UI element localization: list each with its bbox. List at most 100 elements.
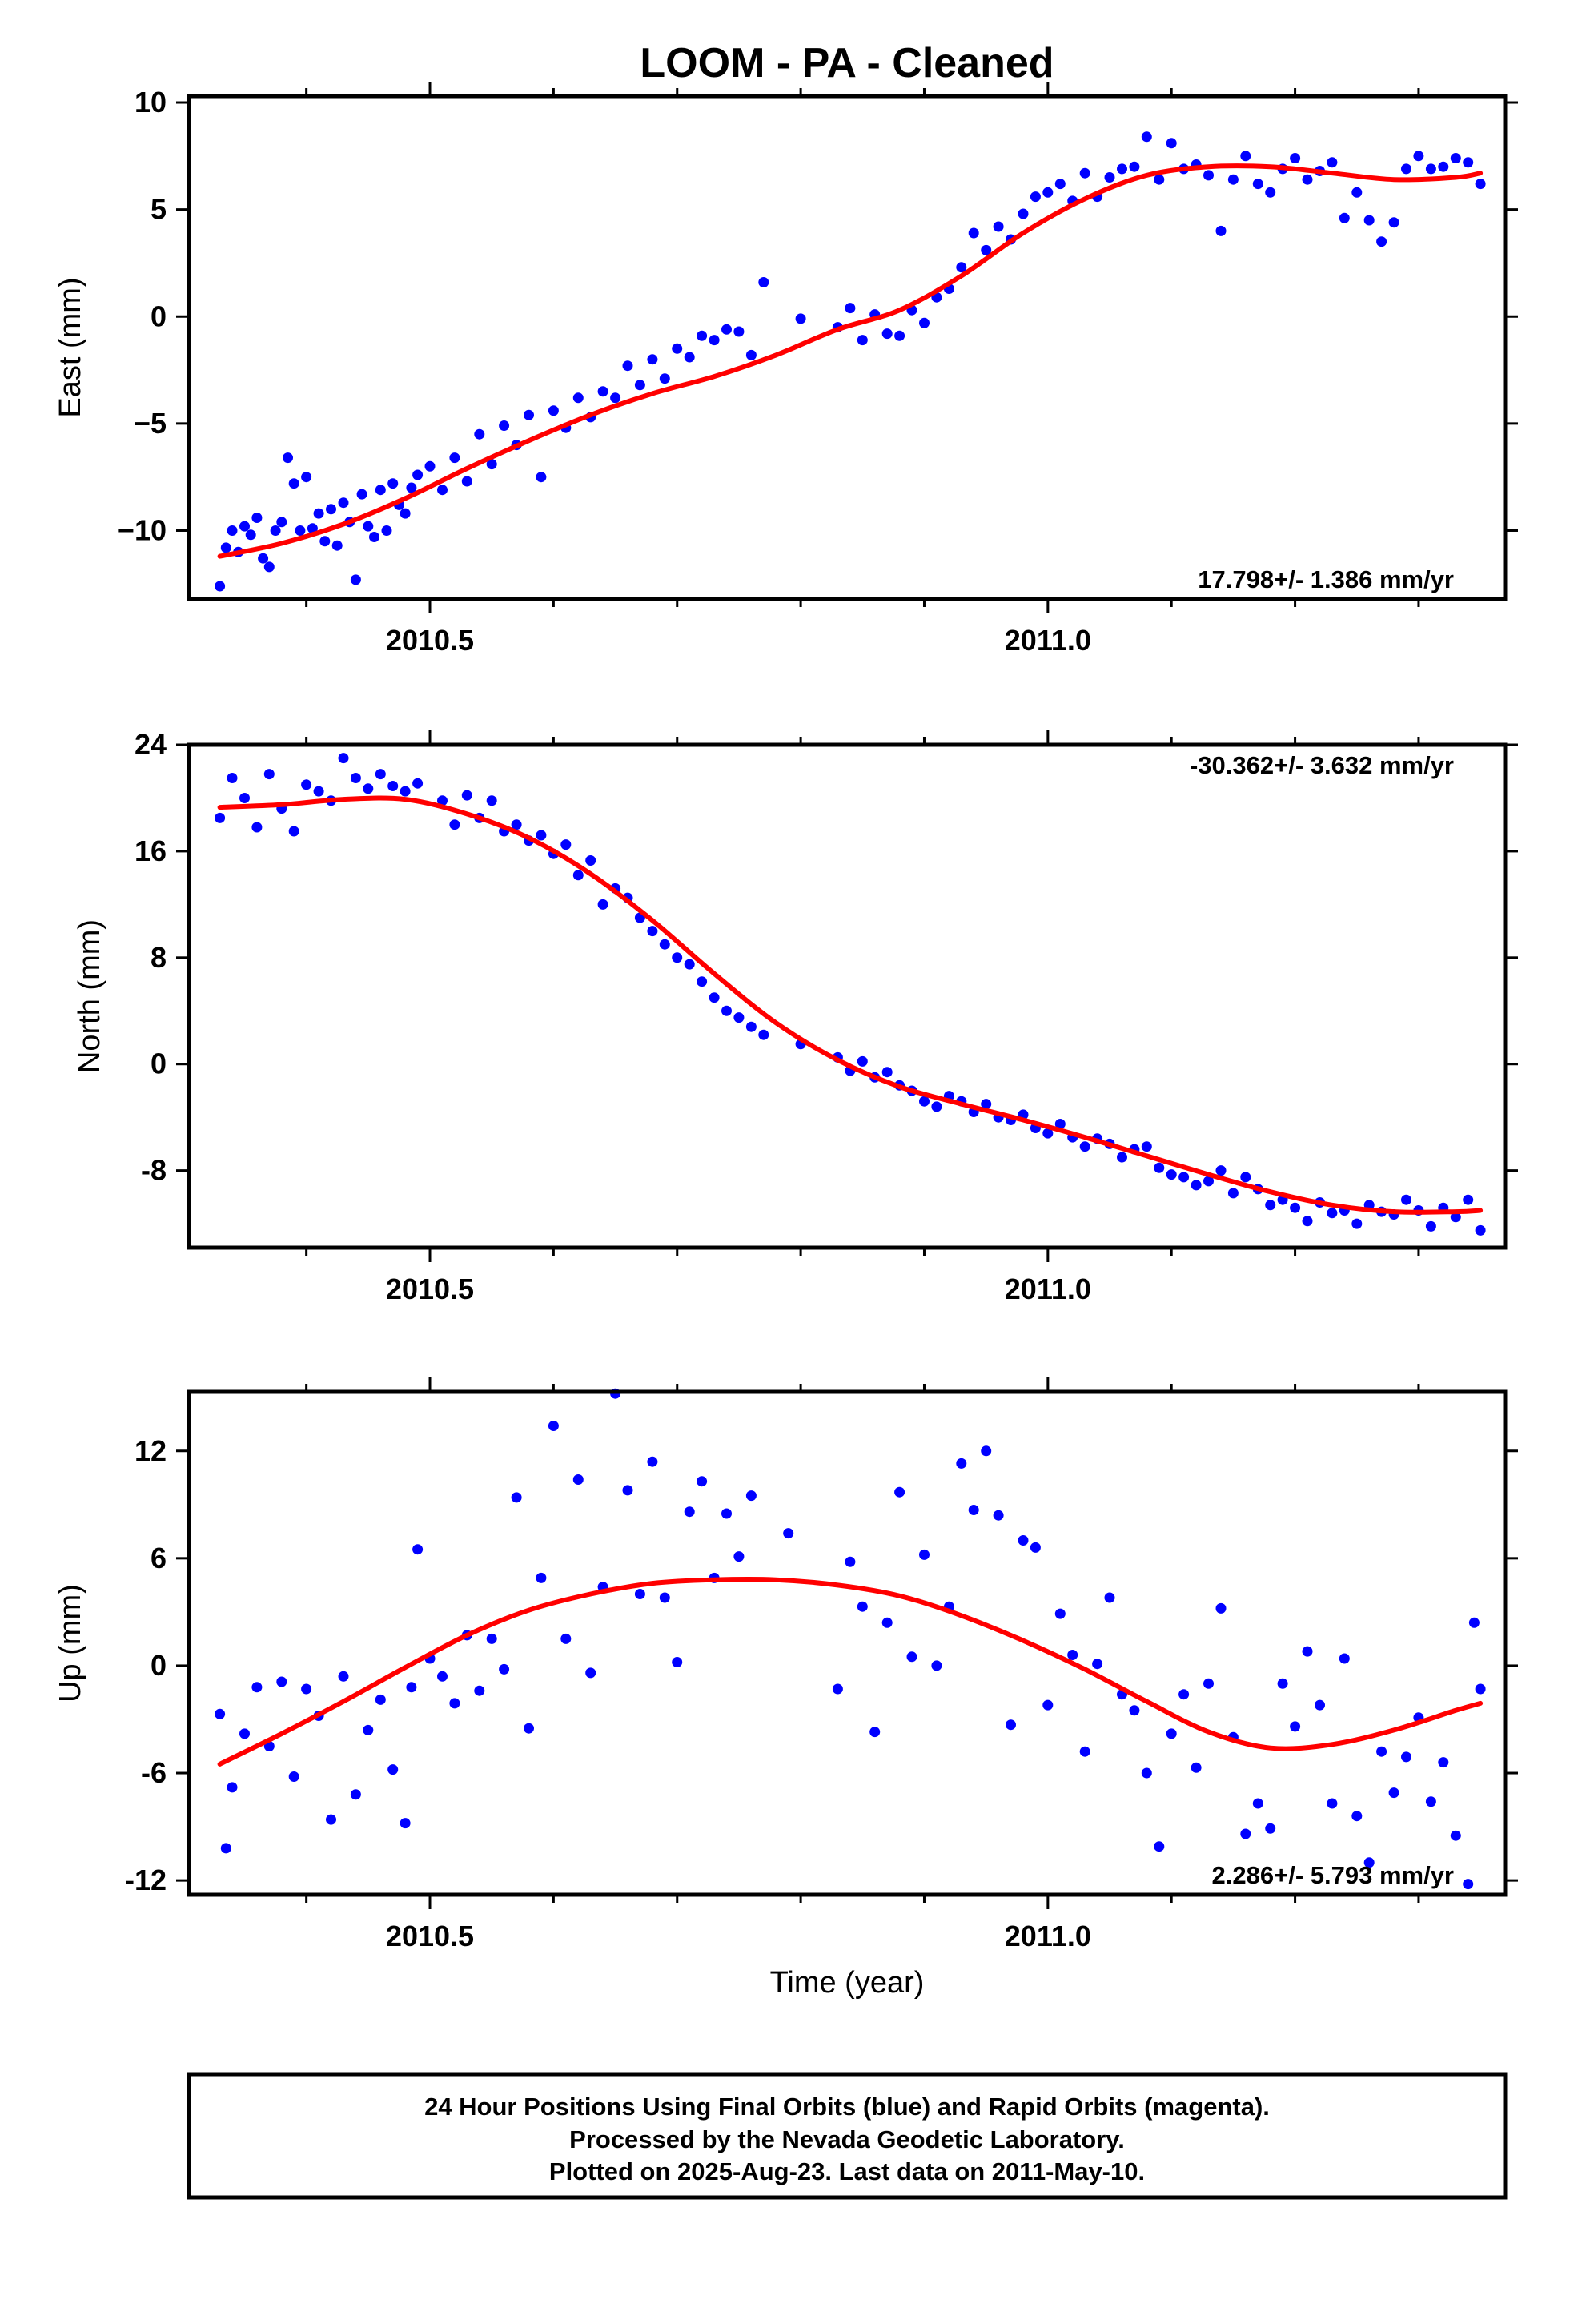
up-data-point (1290, 1721, 1301, 1732)
up-data-point (1450, 1830, 1461, 1841)
up-data-point (1079, 1746, 1090, 1757)
up-data-point (560, 1633, 572, 1644)
east-data-point (881, 328, 893, 340)
north-data-point (313, 786, 324, 797)
east-data-point (1129, 161, 1140, 172)
footer-box: 24 Hour Positions Using Final Orbits (bl… (187, 2072, 1508, 2200)
up-data-point (1178, 1689, 1190, 1700)
up-data-point (387, 1764, 399, 1775)
east-data-point (597, 386, 608, 397)
east-data-point (326, 504, 336, 515)
east-data-point (1030, 191, 1041, 203)
north-data-point (560, 839, 572, 850)
north-y-tick-label: 16 (135, 834, 167, 867)
up-data-point (1468, 1617, 1480, 1628)
east-data-point (1018, 208, 1029, 219)
east-data-point (1463, 157, 1474, 168)
up-data-point (1141, 1767, 1152, 1779)
north-data-point (1425, 1220, 1436, 1232)
east-data-point (381, 525, 392, 536)
up-data-point (406, 1682, 417, 1693)
up-data-point (968, 1505, 979, 1515)
up-data-point (906, 1651, 917, 1663)
east-y-tick-label: −10 (118, 513, 167, 546)
up-data-point (288, 1771, 299, 1782)
east-data-point (1240, 151, 1251, 162)
north-data-point (659, 939, 670, 950)
east-data-point (1388, 217, 1399, 228)
north-data-point (1265, 1200, 1276, 1211)
north-x-tick-label: 2010.5 (386, 1273, 474, 1305)
east-data-point (647, 354, 658, 365)
north-data-point (227, 773, 238, 783)
up-data-point (1475, 1683, 1486, 1695)
up-x-tick-label: 2011.0 (1005, 1920, 1091, 1952)
north-data-point (733, 1012, 745, 1023)
up-data-point (1277, 1678, 1288, 1689)
north-data-point (251, 822, 263, 833)
up-data-point (326, 1814, 336, 1825)
footer-line-processed: Processed by the Nevada Geodetic Laborat… (569, 2125, 1125, 2153)
east-data-point (307, 523, 318, 534)
up-data-point (1339, 1653, 1350, 1664)
east-data-point (1302, 174, 1313, 185)
up-data-point (1018, 1535, 1029, 1546)
east-data-point (548, 405, 559, 416)
east-data-point (288, 478, 299, 489)
east-data-point (672, 343, 683, 354)
east-data-point (1079, 167, 1090, 179)
east-data-point (733, 326, 745, 337)
up-data-point (919, 1549, 930, 1560)
up-data-point (993, 1510, 1004, 1521)
east-data-point (227, 525, 238, 536)
x-axis-label: Time (year) (770, 1966, 925, 2000)
north-fit-line (217, 795, 1484, 1215)
east-data-point (572, 392, 584, 404)
north-data-point (1178, 1172, 1190, 1183)
up-data-point (338, 1671, 349, 1682)
up-data-point (956, 1458, 967, 1469)
east-data-point (461, 476, 472, 487)
north-data-point (1475, 1224, 1486, 1236)
up-data-point (684, 1506, 695, 1518)
east-data-point (263, 561, 275, 573)
north-data-point (981, 1099, 992, 1110)
north-axes: 24 16 8 0 -8 2010.5 2011.0 (135, 728, 1518, 1305)
up-y-tick-label: -6 (141, 1756, 167, 1789)
up-data-point (548, 1421, 559, 1431)
north-data-point (697, 976, 708, 987)
up-data-point (585, 1667, 596, 1679)
north-data-point (1215, 1165, 1227, 1176)
north-y-tick-label: -8 (141, 1154, 167, 1187)
east-fit-line (217, 163, 1484, 559)
up-data-point (572, 1474, 584, 1485)
up-data-point (1129, 1705, 1140, 1716)
north-data-point (1154, 1162, 1165, 1173)
east-data-point (363, 521, 374, 532)
east-x-tick-label: 2011.0 (1005, 624, 1091, 657)
east-data-point (536, 472, 547, 483)
up-data-point (1327, 1798, 1338, 1809)
east-data-point (1425, 163, 1436, 175)
east-data-point (486, 459, 497, 470)
north-data-point (1203, 1176, 1214, 1187)
up-data-point (1302, 1646, 1313, 1657)
up-data-point (1425, 1796, 1436, 1807)
north-data-point (931, 1101, 942, 1112)
up-y-tick-label: 6 (151, 1542, 167, 1574)
up-data-point (1401, 1751, 1411, 1763)
east-data-point (319, 536, 331, 547)
north-data-point (363, 783, 374, 794)
up-data-point (1240, 1828, 1251, 1839)
north-data-point (1042, 1128, 1054, 1139)
east-data-point (745, 349, 757, 360)
chart-title: LOOM - PA - Cleaned (640, 40, 1054, 86)
up-data-point (400, 1818, 411, 1829)
north-data-point (400, 786, 411, 797)
east-data-point (400, 508, 411, 519)
east-data-point (258, 553, 269, 564)
east-y-tick-label: 0 (151, 300, 167, 332)
east-data-point (474, 428, 485, 440)
north-data-point (239, 793, 250, 803)
